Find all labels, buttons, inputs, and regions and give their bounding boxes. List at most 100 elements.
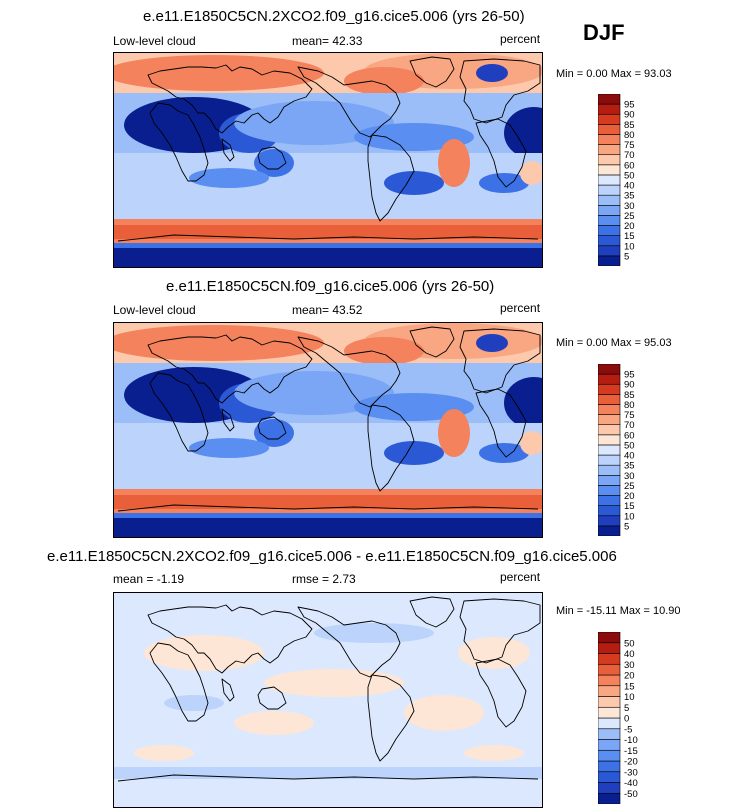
cloud-field-region — [438, 139, 470, 187]
cloud-field-region — [354, 123, 474, 151]
panel-3-title: e.e11.E1850C5CN.2XCO2.f09_g16.cice5.006 … — [47, 548, 617, 565]
coastline — [117, 774, 539, 782]
cloud-field-region — [476, 334, 508, 352]
colorbar-tick-label: -30 — [624, 767, 638, 778]
colorbar-swatch — [598, 225, 621, 236]
cloud-field-region — [164, 695, 224, 711]
panel-1-mean-label: mean= 42.33 — [292, 34, 363, 48]
colorbar-swatch — [598, 706, 621, 719]
coastline — [409, 326, 455, 358]
cloud-field-region — [384, 441, 444, 465]
coastline — [117, 504, 539, 512]
cloud-field-region — [404, 695, 484, 731]
colorbar-tick-label: 50 — [624, 170, 635, 181]
colorbar-tick-label: 10 — [624, 241, 635, 252]
cloud-field-region — [479, 173, 529, 193]
cloud-field-region — [114, 423, 542, 493]
coastline — [409, 596, 455, 628]
colorbar-tick-label: 10 — [624, 511, 635, 522]
colorbar-swatch — [598, 663, 621, 676]
coastline — [409, 56, 455, 88]
cloud-field-region — [344, 337, 424, 365]
colorbar-swatch — [598, 404, 621, 415]
colorbar-tick-label: 70 — [624, 420, 635, 431]
colorbar-swatch — [598, 749, 621, 762]
colorbar-tick-label: 90 — [624, 110, 635, 121]
colorbar-swatch — [598, 364, 621, 375]
coastline — [459, 598, 541, 664]
panel-2-minmax: Min = 0.00 Max = 95.03 — [556, 337, 672, 349]
panel-1-variable-label: Low-level cloud — [113, 34, 196, 48]
cloud-field-region — [234, 711, 314, 735]
panel-2-mean-label: mean= 43.52 — [292, 303, 363, 317]
coastline — [257, 686, 287, 710]
cloud-field-region — [479, 443, 529, 463]
cloud-field-region — [189, 168, 269, 188]
colorbar-swatch — [598, 394, 621, 405]
colorbar-swatch — [598, 717, 621, 730]
colorbar-tick-label: 80 — [624, 130, 635, 141]
colorbar-tick-label: 75 — [624, 410, 635, 421]
colorbar-tick-label: -50 — [624, 789, 638, 800]
colorbar-tick-label: 30 — [624, 471, 635, 482]
colorbar-swatch — [598, 444, 621, 456]
panel-1-map-svg — [114, 53, 542, 267]
cloud-field-region — [344, 67, 424, 95]
colorbar-swatch — [598, 495, 621, 506]
colorbar-swatch — [598, 474, 621, 486]
colorbar-swatch — [598, 454, 621, 466]
panel-3-units-label: percent — [500, 570, 541, 584]
colorbar-tick-label: 75 — [624, 140, 635, 151]
panel-3-map — [113, 592, 543, 808]
colorbar-tick-label: 5 — [624, 521, 629, 532]
colorbar-swatch — [598, 696, 621, 708]
colorbar-tick-label: 15 — [624, 231, 635, 242]
colorbar-swatch — [598, 255, 621, 266]
colorbar-tick-label: 60 — [624, 160, 635, 171]
colorbar-swatch — [598, 124, 621, 135]
colorbar-tick-label: 50 — [624, 638, 635, 649]
colorbar-tick-label: 15 — [624, 501, 635, 512]
panel-2-units-label: percent — [500, 301, 541, 315]
coastline — [367, 134, 415, 222]
cloud-field-region — [114, 225, 542, 239]
coastline — [367, 404, 415, 492]
colorbar-tick-label: 20 — [624, 671, 635, 682]
cloud-field-region — [114, 153, 542, 223]
cloud-field-region — [114, 517, 542, 537]
colorbar-swatch — [598, 685, 621, 697]
panel-1-map — [113, 52, 543, 268]
colorbar-tick-label: 40 — [624, 451, 635, 462]
cloud-field-region — [458, 637, 530, 669]
colorbar-swatch — [598, 674, 621, 687]
colorbar-swatch — [598, 464, 621, 476]
cloud-field-region — [134, 745, 194, 761]
colorbar-tick-label: 85 — [624, 390, 635, 401]
colorbar-tick-label: -10 — [624, 735, 638, 746]
cloud-field-region — [234, 101, 394, 145]
panel-1-minmax: Min = 0.00 Max = 93.03 — [556, 68, 672, 80]
cloud-field-region — [520, 161, 542, 185]
coastline — [221, 138, 235, 162]
coastline — [221, 408, 235, 432]
coastline — [475, 118, 527, 188]
colorbar-tick-label: 25 — [624, 211, 635, 222]
colorbar-swatch — [598, 653, 621, 665]
panel-1-units-label: percent — [500, 32, 541, 46]
colorbar-tick-label: 20 — [624, 491, 635, 502]
colorbar-swatch — [598, 103, 621, 115]
panel-3-mean-label: mean = -1.19 — [113, 572, 185, 586]
coastline — [147, 64, 313, 134]
colorbar-tick-label: 15 — [624, 681, 635, 692]
panel-3-minmax: Min = -15.11 Max = 10.90 — [556, 605, 681, 617]
colorbar-swatch — [598, 728, 621, 740]
panel-2-map-svg — [114, 323, 542, 537]
colorbar-swatch — [598, 792, 621, 804]
cloud-field-region — [254, 419, 294, 447]
coastline — [147, 334, 313, 404]
colorbar-swatch — [598, 760, 621, 773]
cloud-field-region — [114, 55, 324, 91]
